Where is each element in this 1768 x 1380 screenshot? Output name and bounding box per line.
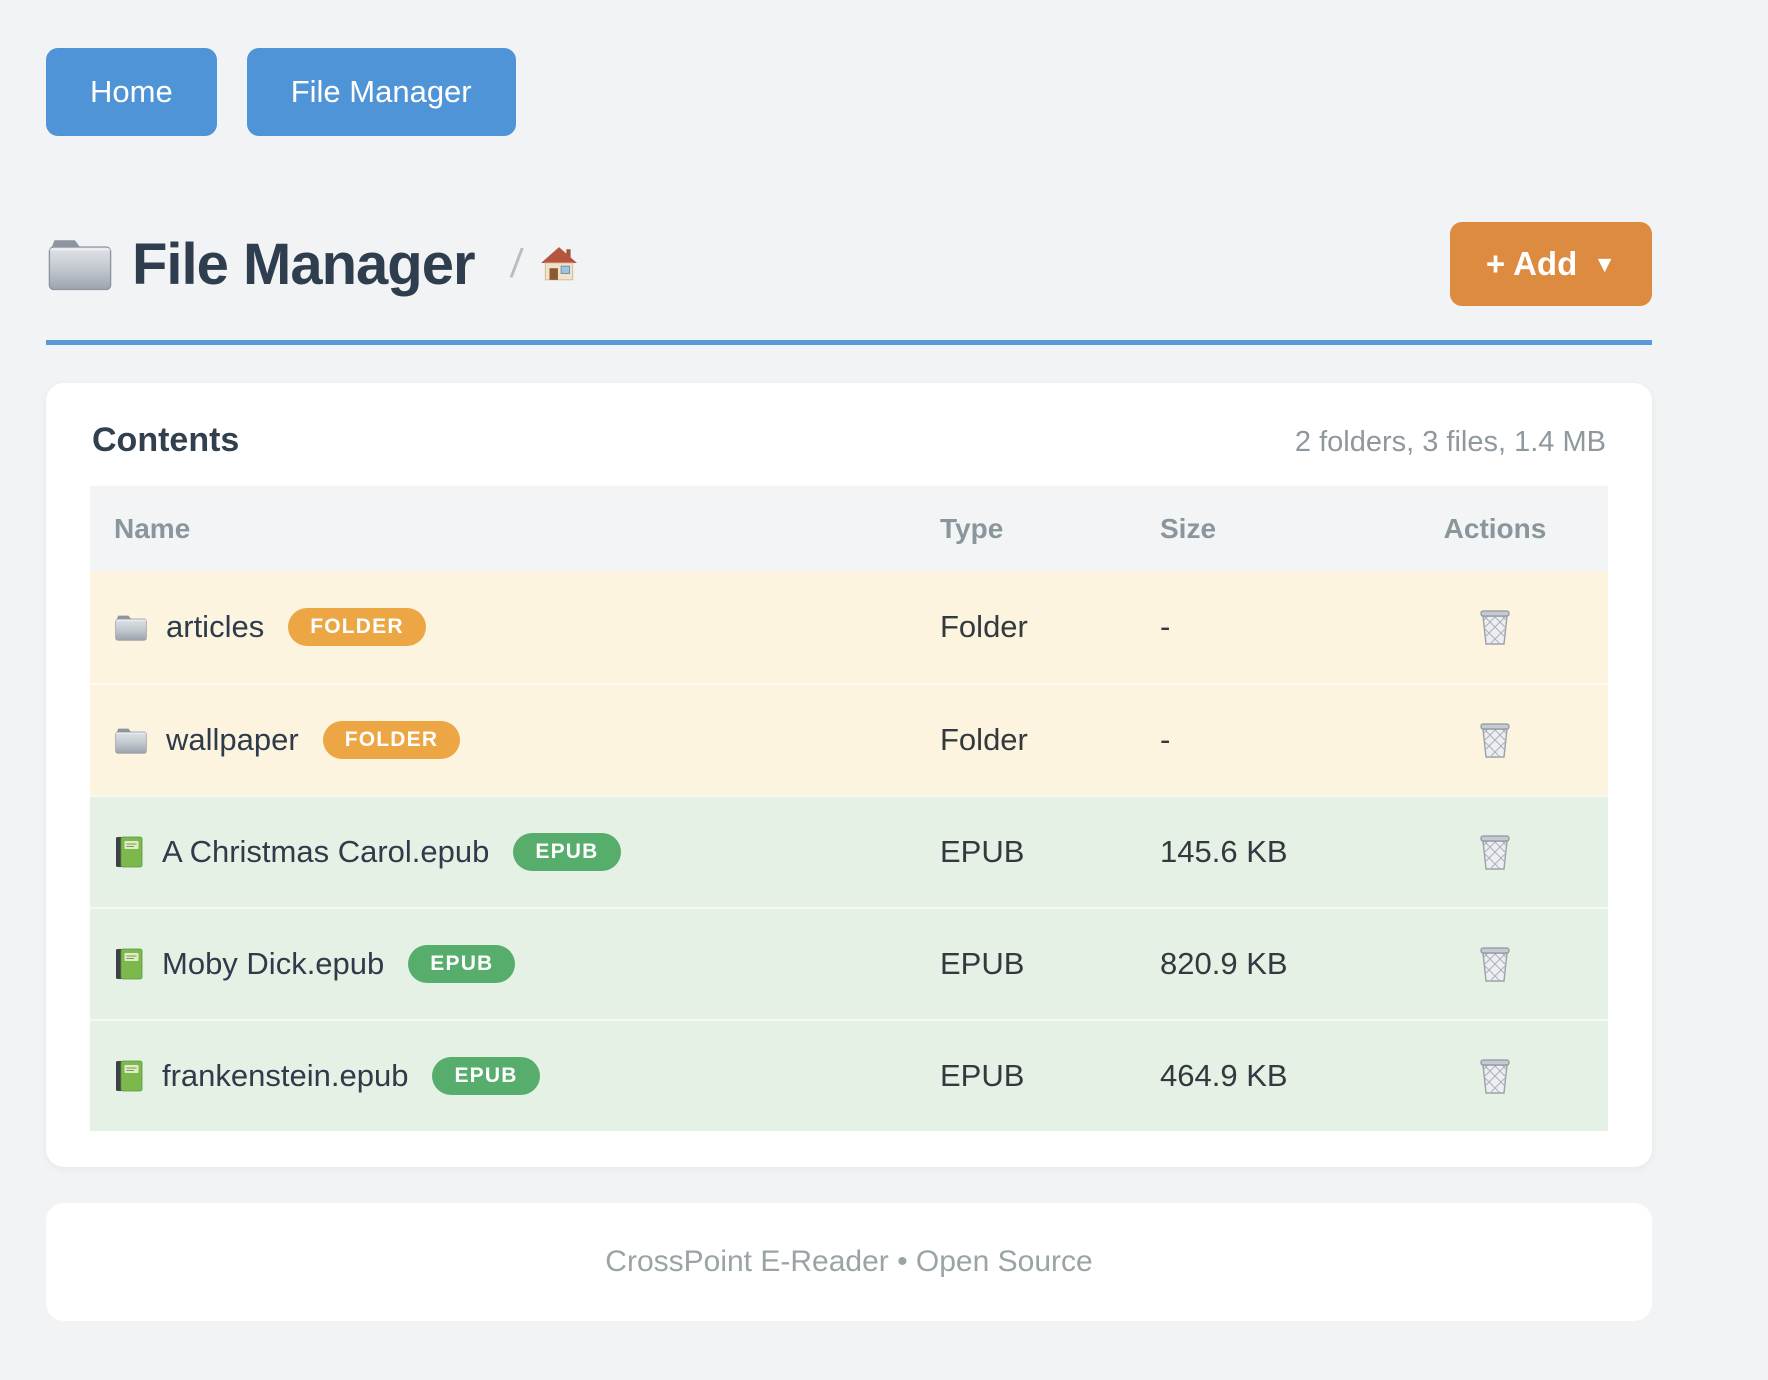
file-type-badge: EPUB: [432, 1057, 540, 1095]
table-row: wallpaper FOLDER Folder -: [90, 683, 1608, 795]
trash-icon: [1477, 832, 1513, 872]
table-row: frankenstein.epub EPUB EPUB 464.9 KB: [90, 1019, 1608, 1131]
book-icon: [114, 836, 144, 868]
add-button[interactable]: + Add ▼: [1449, 222, 1652, 306]
column-header-name: Name: [114, 512, 191, 544]
trash-icon: [1477, 1056, 1513, 1096]
type-cell: EPUB: [940, 834, 1025, 869]
type-cell: Folder: [940, 722, 1028, 757]
actions-cell: [1382, 720, 1608, 760]
column-header-size: Size: [1160, 512, 1217, 544]
actions-cell: [1382, 832, 1608, 872]
file-name-link[interactable]: Moby Dick.epub: [162, 946, 385, 981]
delete-button[interactable]: [1477, 607, 1513, 647]
home-icon[interactable]: [540, 246, 578, 282]
breadcrumb-separator: /: [508, 241, 525, 286]
actions-cell: [1382, 1056, 1608, 1096]
column-header-type: Type: [940, 512, 1004, 544]
size-cell: -: [1160, 609, 1171, 644]
name-cell: A Christmas Carol.epub EPUB: [90, 833, 940, 871]
table-row: articles FOLDER Folder -: [90, 571, 1608, 683]
name-cell: Moby Dick.epub EPUB: [90, 945, 940, 983]
table-header-row: Name Type Size Actions: [90, 486, 1608, 571]
file-type-badge: FOLDER: [288, 608, 426, 646]
nav-file-manager-button[interactable]: File Manager: [246, 48, 516, 136]
page-header: File Manager / + Add ▼: [46, 222, 1652, 306]
file-type-badge: EPUB: [408, 945, 516, 983]
contents-title: Contents: [92, 421, 240, 459]
size-cell: 145.6 KB: [1160, 834, 1288, 869]
name-cell: frankenstein.epub EPUB: [90, 1057, 940, 1095]
footer-text: CrossPoint E-Reader • Open Source: [605, 1245, 1093, 1278]
title-divider: [46, 340, 1652, 345]
book-icon: [114, 1060, 144, 1092]
trash-icon: [1477, 607, 1513, 647]
trash-icon: [1477, 944, 1513, 984]
footer: CrossPoint E-Reader • Open Source: [46, 1203, 1652, 1321]
table-row: A Christmas Carol.epub EPUB EPUB 145.6 K…: [90, 795, 1608, 907]
file-type-badge: EPUB: [513, 833, 621, 871]
delete-button[interactable]: [1477, 1056, 1513, 1096]
actions-cell: [1382, 944, 1608, 984]
file-name-link[interactable]: wallpaper: [166, 722, 299, 757]
type-cell: EPUB: [940, 946, 1025, 981]
table-body: articles FOLDER Folder - wallpaper FOLDE…: [90, 571, 1608, 1131]
folder-icon: [46, 234, 114, 294]
add-button-label: + Add: [1485, 245, 1578, 282]
contents-card: Contents 2 folders, 3 files, 1.4 MB Name…: [46, 383, 1652, 1167]
type-cell: Folder: [940, 609, 1028, 644]
name-cell: wallpaper FOLDER: [90, 721, 940, 759]
contents-summary: 2 folders, 3 files, 1.4 MB: [1294, 426, 1606, 458]
actions-cell: [1382, 607, 1608, 647]
column-header-actions: Actions: [1443, 512, 1547, 544]
delete-button[interactable]: [1477, 944, 1513, 984]
size-cell: 464.9 KB: [1160, 1058, 1288, 1093]
book-icon: [114, 948, 144, 980]
nav-home-button[interactable]: Home: [46, 48, 217, 136]
size-cell: 820.9 KB: [1160, 946, 1288, 981]
file-table: Name Type Size Actions articles FOLDER F…: [90, 486, 1608, 1131]
file-type-badge: FOLDER: [322, 721, 461, 759]
size-cell: -: [1160, 722, 1171, 757]
caret-down-icon: ▼: [1593, 250, 1616, 277]
page-title: File Manager: [132, 231, 476, 297]
top-nav: Home File Manager: [46, 48, 1652, 136]
folder-icon: [114, 613, 148, 642]
page-container: Home File Manager File Manager / + Add ▼…: [46, 0, 1652, 1321]
trash-icon: [1477, 720, 1513, 760]
file-name-link[interactable]: frankenstein.epub: [162, 1058, 409, 1093]
file-name-link[interactable]: articles: [166, 609, 265, 644]
table-row: Moby Dick.epub EPUB EPUB 820.9 KB: [90, 907, 1608, 1019]
type-cell: EPUB: [940, 1058, 1025, 1093]
folder-icon: [114, 726, 148, 755]
delete-button[interactable]: [1477, 832, 1513, 872]
delete-button[interactable]: [1477, 720, 1513, 760]
file-name-link[interactable]: A Christmas Carol.epub: [162, 834, 490, 869]
name-cell: articles FOLDER: [90, 608, 940, 646]
contents-card-header: Contents 2 folders, 3 files, 1.4 MB: [90, 421, 1608, 460]
